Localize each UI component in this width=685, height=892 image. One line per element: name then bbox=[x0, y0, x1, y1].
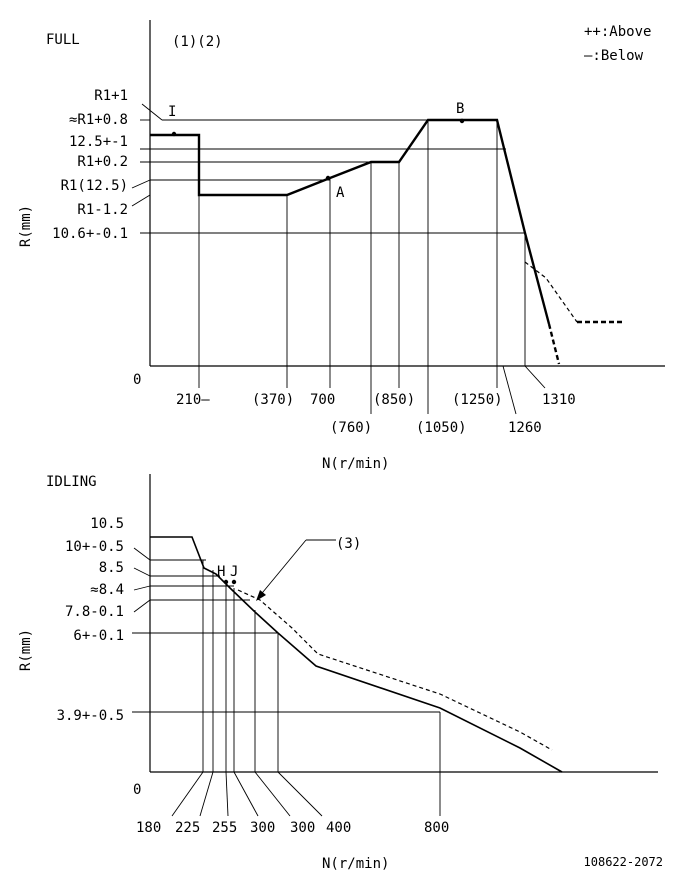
full-ytick-r1p02: R1+0.2 bbox=[77, 154, 128, 170]
full-hline-r1m12 bbox=[131, 194, 151, 207]
full-curve-below bbox=[150, 118, 551, 325]
full-xtick-370: (370) bbox=[252, 392, 294, 408]
full-xtick-700: 700 bbox=[310, 392, 335, 408]
legend-below: —:Below bbox=[584, 48, 644, 64]
idling-point-j-label: J bbox=[230, 564, 238, 580]
idling-ytick-8-5: 8.5 bbox=[99, 560, 124, 576]
idling-vline-225-b bbox=[199, 771, 214, 817]
idling-vline-300b-b bbox=[254, 771, 291, 817]
full-point-a-dot bbox=[325, 175, 331, 181]
full-curve-below-dashed bbox=[547, 323, 561, 365]
full-point-b-label: B bbox=[456, 101, 464, 117]
idling-ytick-6: 6+-0.1 bbox=[73, 628, 124, 644]
idling-xtick-300a: 300 bbox=[250, 820, 275, 836]
idling-vline-400-b bbox=[277, 771, 323, 817]
idling-xtick-400: 400 bbox=[326, 820, 351, 836]
full-ytick-r1p08: ≈R1+0.8 bbox=[69, 112, 128, 128]
full-notes: (1)(2) bbox=[172, 34, 223, 50]
idling-origin-label: 0 bbox=[133, 782, 141, 798]
full-ytick-r1m12: R1-1.2 bbox=[77, 202, 128, 218]
full-xtick-1260: 1260 bbox=[508, 420, 542, 436]
full-ytick-r1p1: R1+1 bbox=[94, 88, 128, 104]
full-curve-above bbox=[524, 261, 578, 323]
idling-point-j-dot bbox=[231, 579, 237, 585]
idling-xtick-225: 225 bbox=[175, 820, 200, 836]
idling-xtick-180: 180 bbox=[136, 820, 161, 836]
idling-callout-leader-b bbox=[257, 539, 307, 599]
idling-ytick-8-4: ≈8.4 bbox=[90, 582, 124, 598]
idling-vline-180-b bbox=[171, 771, 204, 817]
idling-ytick-3-9: 3.9+-0.5 bbox=[57, 708, 124, 724]
idling-title: IDLING bbox=[46, 474, 97, 490]
idling-xtick-255: 255 bbox=[212, 820, 237, 836]
idling-vline-255-b bbox=[225, 771, 229, 817]
full-xtick-760: (760) bbox=[330, 420, 372, 436]
idling-xtick-300b: 300 bbox=[290, 820, 315, 836]
full-ytick-r1: R1(12.5) bbox=[61, 178, 128, 194]
full-hline-r1 bbox=[131, 179, 151, 189]
full-point-i-dot bbox=[171, 131, 177, 137]
idling-callout-arrowhead bbox=[256, 590, 266, 601]
idling-xtick-800: 800 bbox=[424, 820, 449, 836]
full-xtick-850: (850) bbox=[373, 392, 415, 408]
full-load-graph: FULL (1)(2) ++:Above —:Below 0 bbox=[18, 20, 665, 472]
idling-callout-label: (3) bbox=[336, 536, 361, 552]
idling-curve-above bbox=[237, 589, 553, 751]
idling-vline-300a-b bbox=[233, 771, 259, 817]
idling-ytick-10: 10+-0.5 bbox=[65, 539, 124, 555]
idling-hline-10 bbox=[133, 547, 151, 561]
full-point-a-label: A bbox=[336, 185, 345, 201]
idling-ytick-7-8: 7.8-0.1 bbox=[65, 604, 124, 620]
full-xtick-1250: (1250) bbox=[452, 392, 503, 408]
idling-graph: IDLING 0 H bbox=[18, 474, 658, 872]
full-xtick-1310: 1310 bbox=[542, 392, 576, 408]
full-x-axis-label: N(r/min) bbox=[322, 456, 389, 472]
legend-above: ++:Above bbox=[584, 24, 651, 40]
full-title: FULL bbox=[46, 32, 80, 48]
idling-point-h-label: H bbox=[217, 564, 225, 580]
drawing-number: 108622-2072 bbox=[584, 855, 663, 869]
full-point-i-label: I bbox=[168, 104, 176, 120]
full-vline-1310-b bbox=[524, 365, 546, 389]
full-ytick-10-6: 10.6+-0.1 bbox=[52, 226, 128, 242]
full-vline-1260 bbox=[502, 365, 517, 415]
full-xtick-1050: (1050) bbox=[416, 420, 467, 436]
idling-hline-8-4 bbox=[133, 585, 151, 591]
idling-x-axis-label: N(r/min) bbox=[322, 856, 389, 872]
idling-point-h-dot bbox=[223, 579, 229, 585]
idling-hline-8-5 bbox=[133, 567, 151, 577]
full-point-b-dot bbox=[459, 118, 465, 124]
full-origin-label: 0 bbox=[133, 372, 141, 388]
idling-curve-below bbox=[150, 536, 563, 773]
full-hline-r1p1 bbox=[141, 103, 163, 121]
idling-ytick-10-5: 10.5 bbox=[90, 516, 124, 532]
full-y-axis-label: R(mm) bbox=[18, 205, 34, 247]
idling-hline-7-8 bbox=[133, 599, 151, 613]
full-xtick-210: 210— bbox=[176, 392, 210, 408]
full-ytick-12-5: 12.5+-1 bbox=[69, 134, 128, 150]
idling-y-axis-label: R(mm) bbox=[18, 629, 34, 671]
